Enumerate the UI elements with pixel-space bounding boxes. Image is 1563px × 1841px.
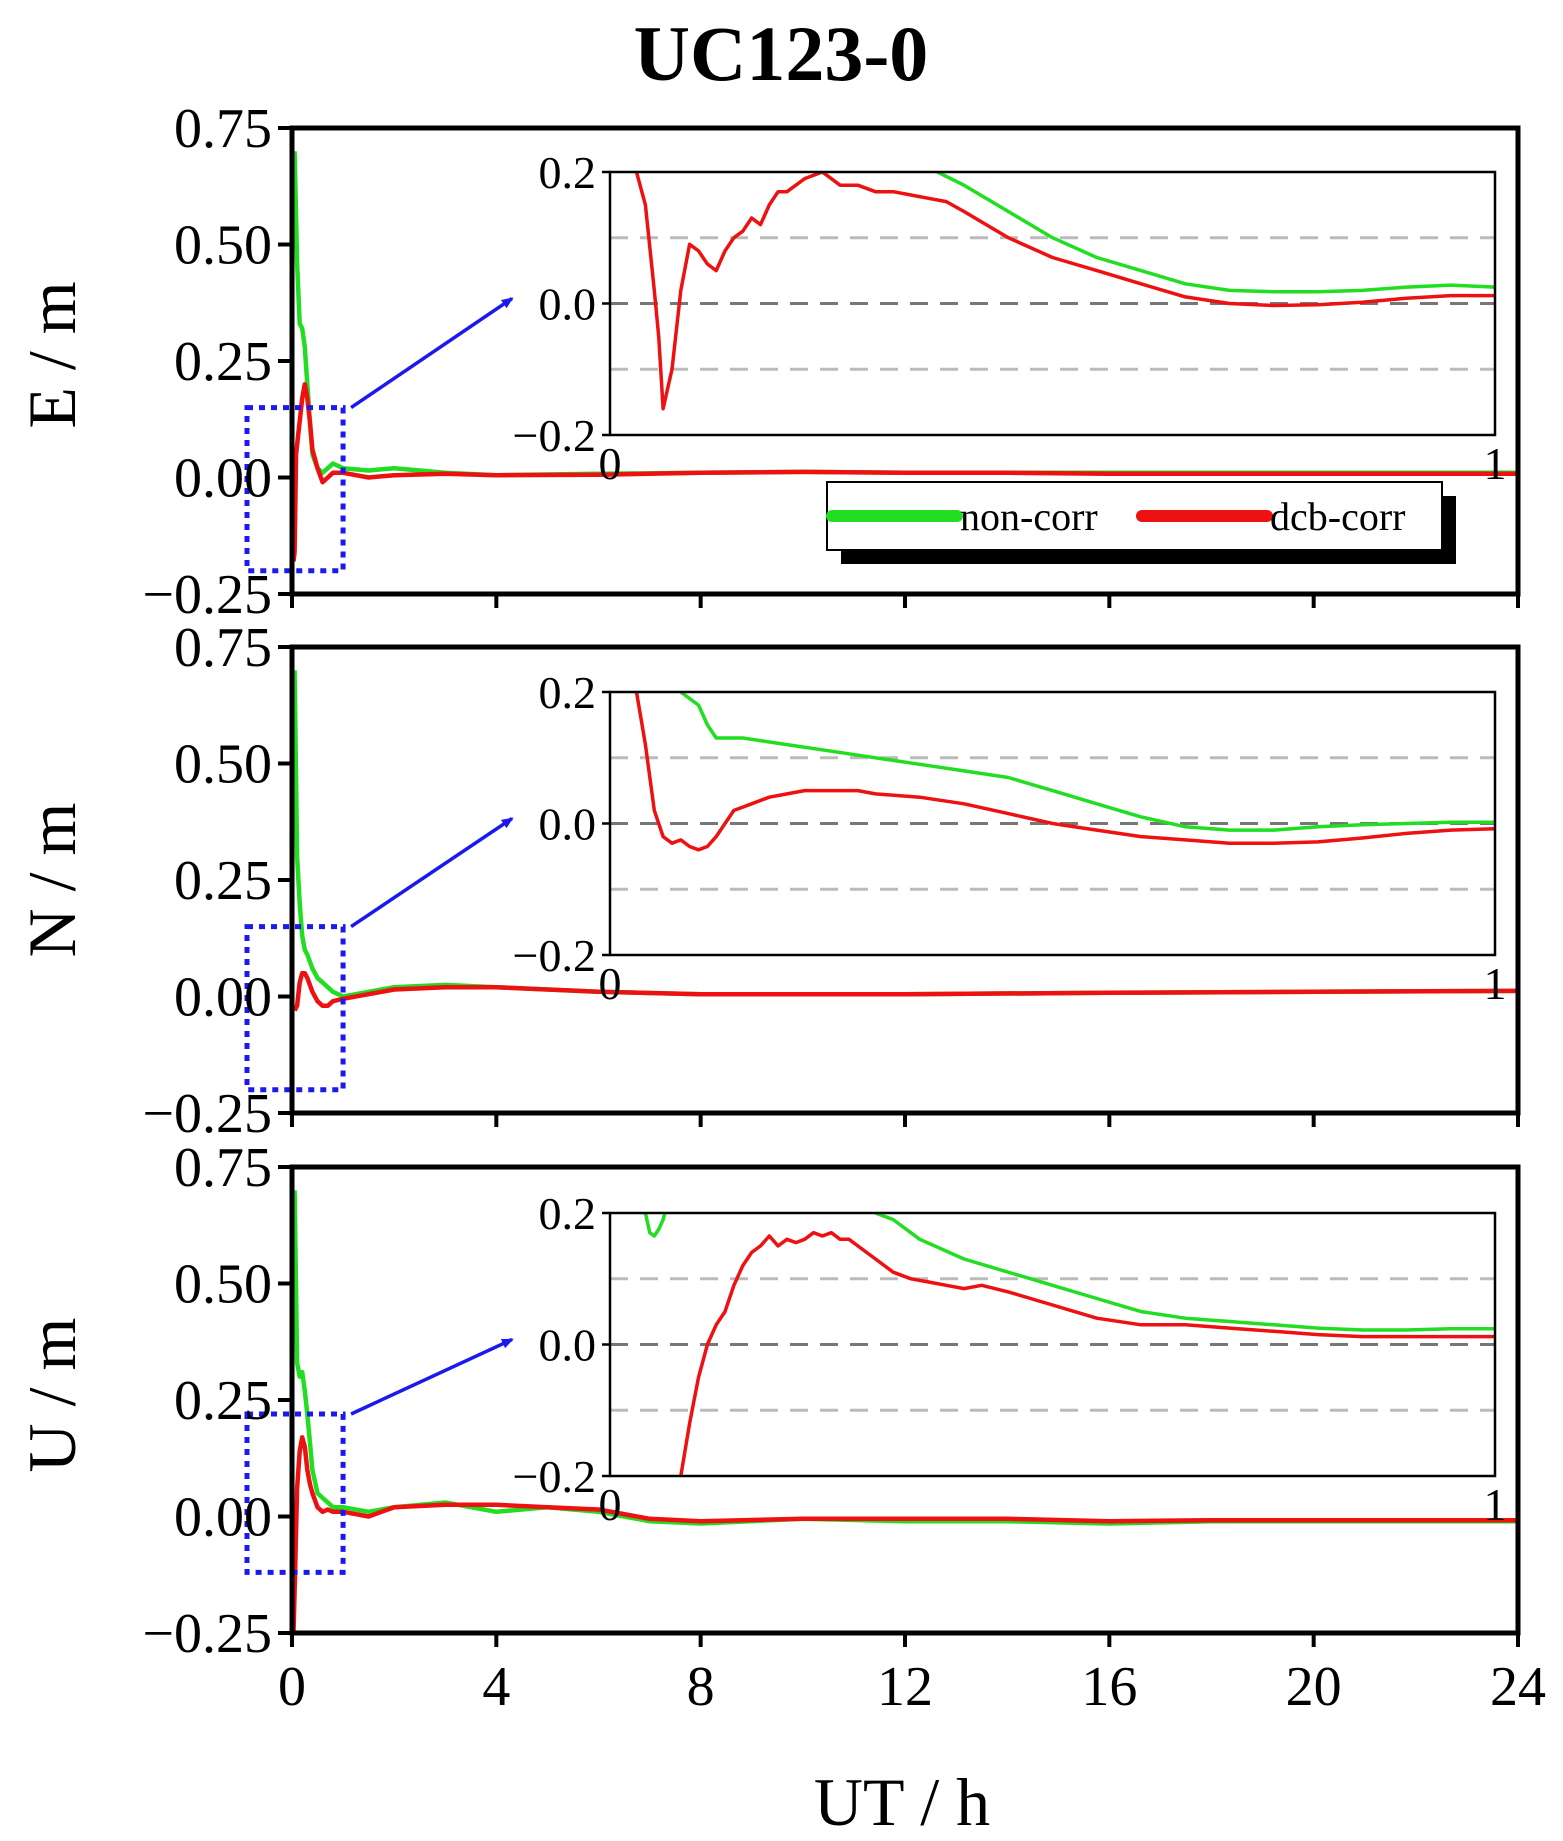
y-tick-label: 0.00 bbox=[174, 967, 272, 1029]
zoom-box bbox=[244, 405, 346, 574]
y-tick-label: −0.25 bbox=[142, 1083, 272, 1145]
y-tick-label: −0.25 bbox=[142, 1603, 272, 1665]
inset-y-tick-label: 0.0 bbox=[539, 1320, 597, 1371]
panel-series-group bbox=[292, 1190, 1518, 1633]
inset-x-tick-label: 1 bbox=[1484, 958, 1507, 1009]
x-tick-label: 0 bbox=[278, 1656, 306, 1718]
inset-y-tick-label: −0.2 bbox=[513, 1451, 596, 1502]
y-tick-label: 0.00 bbox=[174, 1487, 272, 1549]
y-tick-label: −0.25 bbox=[142, 564, 272, 626]
inset-series-dcb-corr bbox=[679, 1230, 1495, 1476]
y-tick-label: 0.50 bbox=[174, 215, 272, 277]
panel-0: 0.75 0.50 0.25 0.00 −0.25 E / m 0.2 0.0 −0.20 1 no… bbox=[14, 98, 1521, 626]
inset-series-non-corr bbox=[874, 1213, 1495, 1332]
zoom-arrow bbox=[350, 1337, 514, 1416]
inset-x-tick-label: 0 bbox=[599, 958, 622, 1009]
zoom-box bbox=[244, 924, 346, 1093]
y-tick-label: 0.25 bbox=[174, 1370, 272, 1432]
inset-series-group bbox=[634, 172, 1495, 411]
inset-y-tick-label: 0.2 bbox=[539, 1188, 597, 1239]
y-tick-label: 0.75 bbox=[174, 98, 272, 160]
y-axis-label: N / m bbox=[14, 803, 90, 958]
inset-1: 0.2 0.0 −0.20 1 bbox=[513, 667, 1507, 1009]
series-dcb-corr bbox=[292, 970, 1518, 1012]
x-axis-label: UT / h bbox=[814, 1764, 990, 1840]
panel-series-group bbox=[292, 670, 1518, 1012]
legend-label-dcb-corr: dcb-corr bbox=[1270, 494, 1405, 539]
panel-2: 0.750.500.250.00−0.250 4 8 12 16 20 24U / m0.2… bbox=[14, 1137, 1546, 1718]
series-dcb-corr bbox=[292, 1435, 1518, 1633]
y-tick-label: 0.50 bbox=[174, 1254, 272, 1316]
inset-y-tick-label: 0.0 bbox=[539, 799, 597, 850]
inset-0: 0.2 0.0 −0.20 1 bbox=[513, 147, 1507, 489]
x-tick-label: 12 bbox=[877, 1656, 933, 1718]
x-tick-label: 8 bbox=[687, 1656, 715, 1718]
zoom-box bbox=[244, 1411, 346, 1575]
chart-title: UC123-0 bbox=[634, 10, 929, 97]
zoom-arrow bbox=[350, 817, 514, 929]
inset-series-non-corr bbox=[679, 692, 1495, 832]
inset-y-tick-label: −0.2 bbox=[513, 410, 596, 461]
y-tick-label: 0.50 bbox=[174, 734, 272, 796]
y-tick-label: 0.75 bbox=[174, 1137, 272, 1199]
inset-series-dcb-corr bbox=[634, 172, 1495, 411]
inset-y-tick-label: 0.2 bbox=[539, 147, 597, 198]
y-axis-label: U / m bbox=[14, 1318, 90, 1473]
inset-x-tick-label: 0 bbox=[599, 1479, 622, 1530]
inset-series-non-corr bbox=[643, 1213, 667, 1238]
x-tick-label: 16 bbox=[1081, 1656, 1137, 1718]
y-tick-label: 0.25 bbox=[174, 331, 272, 393]
inset-y-tick-label: 0.2 bbox=[539, 667, 597, 718]
inset-x-tick-label: 1 bbox=[1484, 1479, 1507, 1530]
inset-2: 0.2 0.0 −0.20 1 bbox=[513, 1188, 1507, 1530]
inset-x-tick-label: 0 bbox=[599, 438, 622, 489]
inset-series-non-corr bbox=[936, 172, 1495, 294]
inset-series-dcb-corr bbox=[634, 692, 1495, 852]
x-tick-label: 4 bbox=[482, 1656, 510, 1718]
x-tick-label: 20 bbox=[1286, 1656, 1342, 1718]
y-tick-label: 0.75 bbox=[174, 617, 272, 679]
inset-x-tick-label: 1 bbox=[1484, 438, 1507, 489]
x-tick-label: 24 bbox=[1490, 1656, 1546, 1718]
y-tick-label: 0.00 bbox=[174, 448, 272, 510]
inset-y-tick-label: 0.0 bbox=[539, 279, 597, 330]
legend-label-non-corr: non-corr bbox=[960, 494, 1098, 539]
panel-1: 0.75 0.50 0.25 0.00 −0.25 N / m 0.2 0.0 −0.20 1 bbox=[14, 617, 1521, 1145]
inset-y-tick-label: −0.2 bbox=[513, 930, 596, 981]
legend: non-corr dcb-corr bbox=[826, 481, 1456, 564]
inset-series-group bbox=[634, 692, 1495, 852]
zoom-arrow bbox=[350, 297, 514, 410]
y-tick-label: 0.25 bbox=[174, 850, 272, 912]
inset-series-group bbox=[643, 1213, 1495, 1476]
y-axis-label: E / m bbox=[14, 281, 90, 428]
